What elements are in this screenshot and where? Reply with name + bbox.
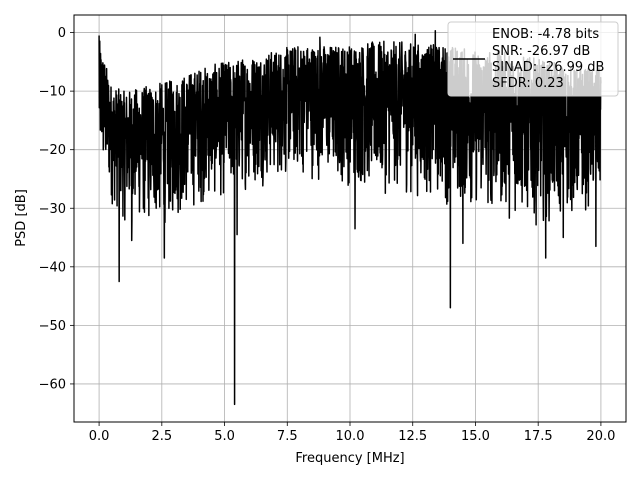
y-tick-label: −40	[39, 260, 66, 275]
legend-snr: SNR: -26.97 dB	[492, 44, 590, 59]
x-tick-label: 5.0	[214, 429, 235, 444]
psd-trace	[98, 30, 602, 406]
psd-series-line	[98, 30, 602, 406]
x-tick-label: 12.5	[398, 429, 427, 444]
x-tick-label: 20.0	[586, 429, 615, 444]
y-axis-label: PSD [dB]	[14, 189, 29, 247]
x-tick-label: 2.5	[151, 429, 172, 444]
x-tick-label: 17.5	[524, 429, 553, 444]
x-tick-label: 0.0	[89, 429, 110, 444]
y-tick-label: −20	[39, 143, 66, 158]
legend-sinad: SINAD: -26.99 dB	[492, 60, 604, 75]
legend-box	[447, 21, 619, 97]
y-tick-label: −60	[39, 377, 66, 392]
y-tick-label: −10	[39, 85, 66, 100]
x-tick-label: 10.0	[336, 429, 365, 444]
x-axis-ticks: 0.0 2.5 5.0 7.5 10.0 12.5 15.0 17.5 20.0	[89, 422, 615, 444]
y-tick-label: 0	[58, 26, 66, 41]
x-axis-label: Frequency [MHz]	[295, 451, 404, 466]
legend-enob: ENOB: -4.78 bits	[492, 27, 599, 42]
legend-sfdr: SFDR: 0.23	[492, 76, 564, 91]
x-tick-label: 7.5	[277, 429, 298, 444]
y-tick-label: −30	[39, 202, 66, 217]
x-tick-label: 15.0	[461, 429, 490, 444]
y-axis-ticks: 0 −10 −20 −30 −40 −50 −60	[39, 26, 74, 392]
legend: ENOB: -4.78 bits SNR: -26.97 dB SINAD: -…	[447, 21, 619, 97]
y-tick-label: −50	[39, 319, 66, 334]
